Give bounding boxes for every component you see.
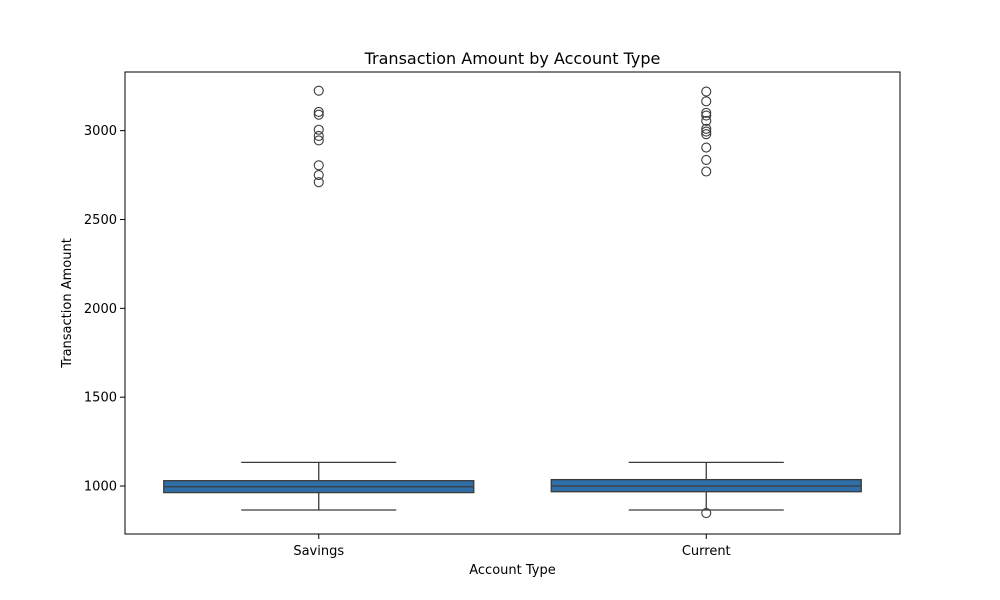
outlier-point-current — [701, 507, 712, 519]
box-current — [550, 461, 862, 511]
outlier-point-current — [701, 154, 712, 166]
y-tick-label: 2500 — [84, 213, 117, 228]
outlier-point-current — [701, 107, 712, 118]
y-tick-label: 1000 — [84, 480, 117, 495]
outlier-point-current — [701, 110, 712, 121]
x-tick-label: Savings — [293, 544, 344, 559]
outlier-point-savings — [313, 135, 324, 146]
outlier-point-current — [701, 126, 712, 137]
x-axis-label: Account Type — [469, 563, 555, 578]
outlier-point-savings — [313, 170, 324, 181]
plot-frame — [124, 71, 901, 535]
outlier-point-savings — [313, 106, 324, 118]
y-tick-label: 1500 — [84, 391, 117, 406]
outlier-point-current — [701, 129, 712, 140]
y-tick-label: 3000 — [84, 124, 117, 139]
box-savings — [163, 461, 475, 511]
outlier-point-savings — [313, 124, 324, 135]
outliers-layer — [313, 85, 712, 519]
y-axis: 1000 1500 2000 2500 3000 — [84, 124, 125, 495]
boxes-layer — [163, 461, 862, 511]
chart-title: Transaction Amount by Account Type — [364, 49, 661, 68]
x-axis: Savings Current — [293, 534, 731, 559]
y-axis-label: Transaction Amount — [60, 238, 75, 369]
y-tick-label: 2000 — [84, 302, 117, 317]
outlier-point-current — [701, 142, 712, 153]
outlier-point-savings — [313, 109, 324, 120]
outlier-point-current — [701, 123, 712, 134]
outlier-point-savings — [313, 85, 324, 96]
outlier-point-savings — [313, 177, 324, 188]
outlier-point-savings — [313, 130, 324, 142]
outlier-point-savings — [313, 160, 324, 171]
outlier-point-current — [701, 166, 712, 177]
outlier-point-current — [701, 115, 712, 126]
outlier-point-current — [701, 86, 712, 97]
outlier-point-current — [701, 96, 712, 107]
x-tick-label: Current — [682, 544, 731, 559]
